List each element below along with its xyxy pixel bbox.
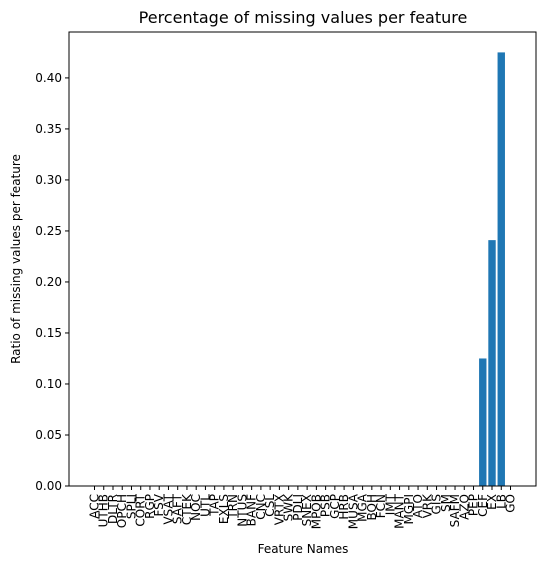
y-tick-label: 0.25: [35, 224, 62, 238]
x-tick-label: PSB: [319, 494, 333, 517]
x-tick-label: FCN: [374, 494, 388, 518]
x-tick-label: PDLI: [291, 494, 305, 521]
x-tick-label: AZO: [457, 494, 471, 520]
plot-frame: [68, 31, 537, 487]
y-axis: 0.00 0.05 0.10 0.15 0.20 0.25 0.30 0.35 0.40: [35, 71, 69, 493]
chart-title: Percentage of missing values per feature: [139, 8, 468, 27]
y-tick-label: 0.35: [35, 122, 62, 136]
x-tick-label: BANF: [245, 494, 259, 526]
x-tick-label: VRTX: [272, 494, 286, 525]
x-tick-label: RGP: [143, 494, 157, 519]
x-tick-label: LB: [494, 494, 508, 509]
x-tick-label: BOH: [365, 494, 379, 521]
bar-cef: [479, 358, 487, 486]
x-axis: ACCUTHBDLTROPCHSPLICORTRGPFSVVSATSAFTCTE…: [88, 486, 518, 529]
x-tick-label: OPCH: [115, 494, 129, 528]
x-tick-label: MGA: [356, 493, 370, 522]
x-tick-label: EX: [485, 494, 499, 510]
y-tick-label: 0.00: [35, 479, 62, 493]
x-tick-label: GIS: [430, 494, 444, 514]
x-tick-label: SM: [439, 494, 453, 512]
x-tick-label: SAFT: [171, 493, 185, 524]
x-tick-label: MGPI: [402, 494, 416, 524]
y-axis-label: Ratio of missing values per feature: [9, 154, 23, 364]
y-tick-label: 0.20: [35, 275, 62, 289]
x-tick-label: ACC: [88, 494, 102, 519]
x-tick-label: DLTR: [106, 494, 120, 524]
x-tick-label: SPLI: [124, 494, 138, 519]
x-tick-label: SNEX: [300, 494, 314, 526]
x-tick-label: CNC: [254, 494, 268, 520]
bar-ex: [488, 240, 496, 486]
x-tick-label: PEP: [467, 494, 481, 516]
x-tick-label: CEF: [476, 494, 490, 517]
x-tick-label: TAP: [208, 494, 222, 517]
x-tick-label: VRK: [420, 493, 434, 519]
x-tick-label: GO: [504, 494, 518, 513]
y-tick-label: 0.10: [35, 377, 62, 391]
x-tick-label: UTHB: [97, 494, 111, 527]
bar-lb: [497, 52, 505, 487]
x-tick-label: FSV: [152, 493, 166, 516]
x-tick-label: NOC: [189, 494, 203, 521]
x-tick-label: ATO: [411, 494, 425, 518]
bars-group: [479, 52, 505, 487]
x-tick-label: SAFM: [448, 494, 462, 527]
x-tick-label: VSAT: [161, 493, 175, 524]
x-tick-label: CTEK: [180, 493, 194, 525]
x-tick-label: TRN: [226, 494, 240, 520]
x-tick-label: SWK: [282, 493, 296, 521]
x-tick-label: NTUS: [235, 494, 249, 527]
x-tick-label: MPOB: [309, 494, 323, 529]
y-tick-label: 0.05: [35, 428, 62, 442]
x-tick-label: CORT: [134, 493, 148, 526]
x-tick-label: UTL: [198, 494, 212, 517]
y-tick-label: 0.30: [35, 173, 62, 187]
y-tick-label: 0.15: [35, 326, 62, 340]
x-tick-label: MUSA: [346, 493, 360, 529]
x-tick-label: GCP: [328, 494, 342, 519]
y-tick-label: 0.40: [35, 71, 62, 85]
x-tick-label: IMT: [383, 493, 397, 515]
x-tick-label: CSL: [263, 494, 277, 517]
x-tick-label: HRB: [337, 494, 351, 520]
x-tick-label: MANT: [393, 493, 407, 529]
x-tick-label: EXLS: [217, 494, 231, 524]
x-axis-label: Feature Names: [258, 542, 349, 556]
